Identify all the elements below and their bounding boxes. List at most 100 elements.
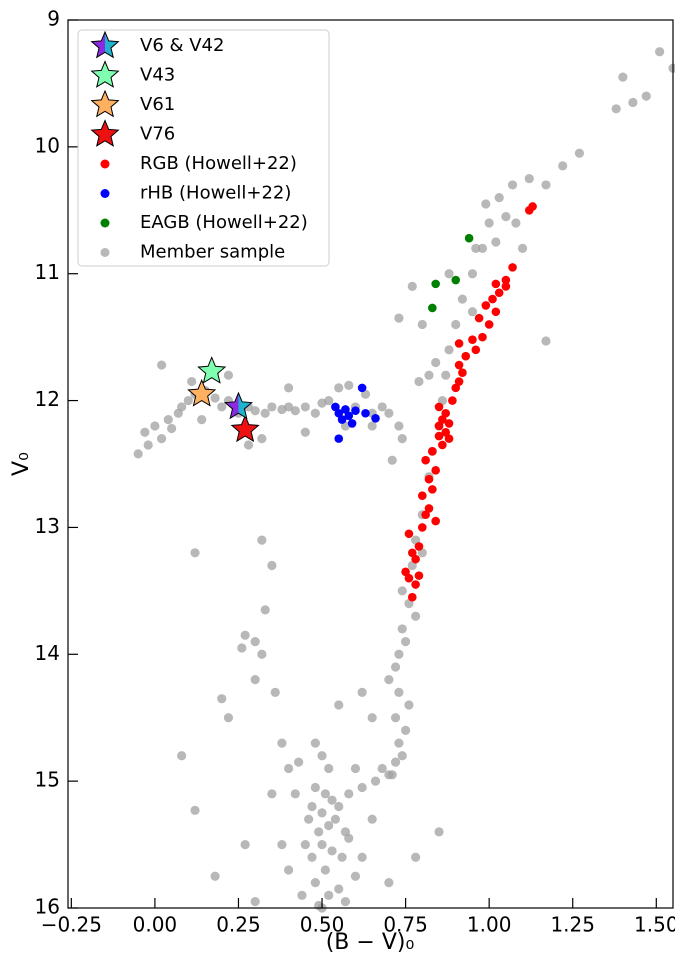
x-tick-label: 1.00 bbox=[467, 913, 512, 937]
point bbox=[320, 865, 330, 875]
point bbox=[517, 243, 528, 253]
point bbox=[394, 687, 404, 697]
x-tick-label: 1.50 bbox=[634, 913, 675, 937]
point bbox=[431, 516, 440, 526]
point bbox=[223, 370, 234, 380]
point bbox=[390, 713, 401, 723]
point bbox=[156, 360, 167, 370]
point bbox=[143, 440, 153, 450]
point bbox=[484, 320, 494, 329]
point bbox=[431, 466, 440, 475]
legend-label: V43 bbox=[140, 65, 175, 86]
y-tick-label: 16 bbox=[35, 895, 60, 919]
point bbox=[267, 560, 277, 571]
point bbox=[377, 402, 387, 412]
y-tick-label: 11 bbox=[35, 260, 60, 284]
point bbox=[558, 161, 568, 171]
point bbox=[330, 814, 341, 824]
point bbox=[334, 700, 344, 710]
point bbox=[414, 571, 424, 580]
point bbox=[467, 269, 478, 279]
point bbox=[628, 97, 638, 108]
point bbox=[190, 548, 200, 558]
point bbox=[511, 218, 521, 228]
point bbox=[347, 419, 357, 428]
point bbox=[421, 455, 430, 465]
point bbox=[240, 630, 250, 640]
point bbox=[494, 193, 504, 203]
legend-marker bbox=[100, 189, 110, 198]
point bbox=[367, 814, 377, 824]
plot-frame bbox=[67, 19, 674, 909]
point bbox=[257, 649, 267, 659]
point bbox=[240, 839, 250, 850]
point bbox=[438, 440, 447, 450]
point bbox=[257, 535, 267, 545]
point bbox=[414, 376, 424, 387]
point bbox=[334, 801, 344, 812]
y-tick-label: 9 bbox=[47, 7, 60, 31]
point bbox=[407, 592, 417, 602]
point bbox=[357, 782, 367, 793]
point bbox=[294, 757, 304, 767]
point bbox=[384, 408, 394, 418]
point bbox=[491, 237, 501, 247]
point bbox=[324, 820, 334, 831]
point bbox=[541, 180, 551, 190]
point bbox=[334, 434, 344, 443]
point bbox=[501, 212, 511, 222]
point bbox=[434, 402, 444, 412]
point bbox=[390, 662, 401, 672]
point bbox=[344, 789, 354, 799]
point bbox=[197, 415, 207, 425]
point bbox=[441, 427, 451, 437]
point bbox=[434, 431, 444, 441]
point bbox=[501, 275, 511, 285]
point bbox=[438, 415, 447, 424]
point bbox=[477, 243, 488, 253]
point bbox=[407, 548, 417, 558]
point bbox=[404, 700, 414, 710]
x-axis-label: (B − V)₀ bbox=[326, 930, 415, 955]
point bbox=[167, 423, 177, 434]
point bbox=[434, 421, 444, 431]
x-tick-label: 0.75 bbox=[383, 913, 428, 937]
point bbox=[357, 852, 367, 862]
star-point bbox=[197, 356, 227, 384]
point bbox=[411, 611, 421, 621]
point bbox=[250, 406, 260, 416]
point bbox=[163, 415, 173, 425]
point bbox=[140, 427, 150, 437]
point bbox=[448, 396, 457, 405]
point bbox=[317, 808, 327, 818]
point bbox=[284, 402, 294, 412]
point bbox=[428, 485, 437, 494]
point bbox=[507, 180, 518, 190]
point bbox=[257, 434, 267, 444]
y-axis-label: V₀ bbox=[9, 452, 34, 476]
point bbox=[350, 871, 361, 881]
point bbox=[431, 279, 440, 289]
point bbox=[464, 233, 474, 243]
point bbox=[344, 380, 354, 390]
point bbox=[428, 303, 437, 313]
point bbox=[250, 637, 260, 647]
point bbox=[471, 345, 481, 355]
point bbox=[444, 434, 454, 443]
point bbox=[494, 288, 504, 298]
point bbox=[337, 415, 347, 424]
point bbox=[183, 395, 193, 406]
point bbox=[304, 814, 314, 824]
point bbox=[451, 275, 461, 285]
x-tick-label: 0.00 bbox=[133, 913, 178, 937]
legend-marker bbox=[90, 60, 120, 88]
point bbox=[156, 434, 167, 444]
point bbox=[397, 624, 407, 634]
point bbox=[434, 827, 444, 837]
point bbox=[387, 455, 397, 465]
point bbox=[501, 282, 511, 291]
point bbox=[310, 878, 320, 888]
point bbox=[394, 649, 404, 659]
point bbox=[324, 763, 334, 774]
point bbox=[481, 199, 491, 209]
